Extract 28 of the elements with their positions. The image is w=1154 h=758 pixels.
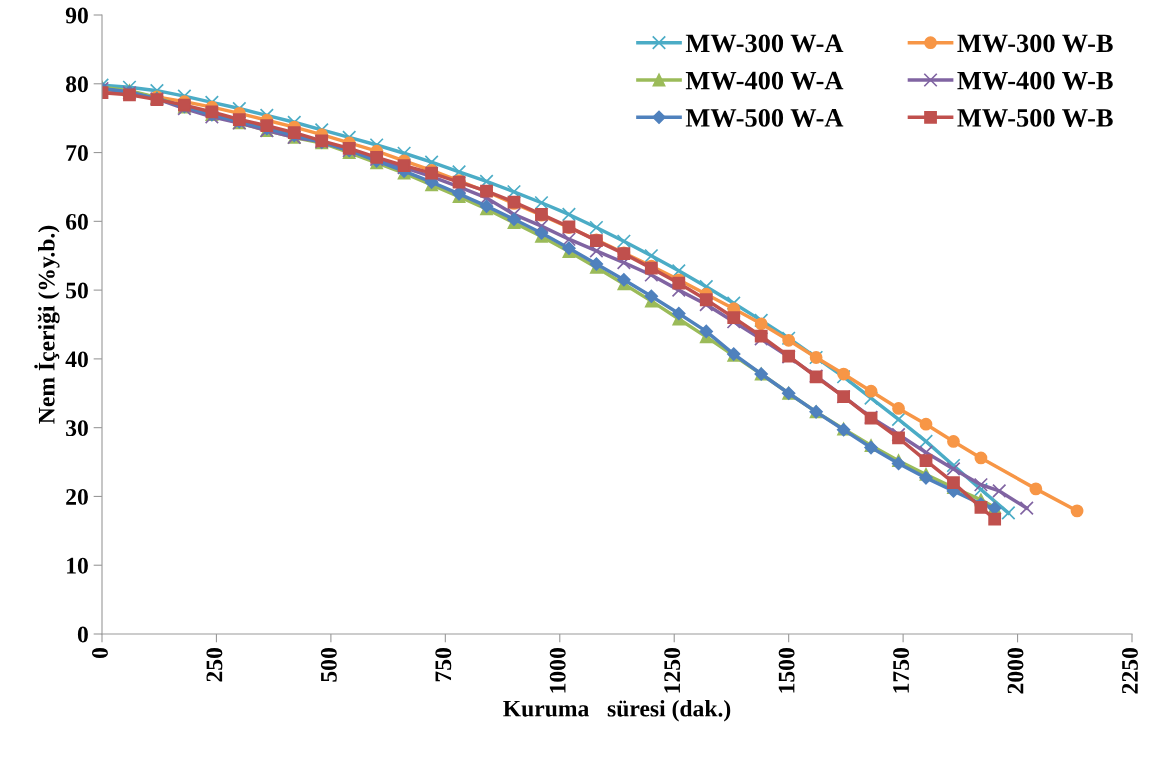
y-tick-label: 60 [66, 213, 88, 230]
x-tick-label: 1000 [549, 648, 566, 693]
x-tick-label: 2000 [1007, 648, 1024, 694]
y-tick-label: 10 [67, 557, 88, 574]
x-tick-label: 1250 [664, 648, 681, 693]
y-tick-label: 0 [77, 626, 88, 643]
legend-label: MW-400 W-B [957, 71, 1113, 90]
legend-label: MW-300 W-A [685, 34, 844, 53]
y-tick-label: 80 [65, 76, 88, 93]
x-tick-label: 0 [91, 648, 108, 659]
y-tick-label: 70 [66, 145, 88, 161]
x-tick-label: 750 [435, 648, 452, 682]
x-axis-title: Kuruma süresi (dak.) [503, 699, 731, 722]
legend-label: MW-300 W-B [957, 34, 1113, 53]
y-tick-label: 90 [65, 7, 88, 24]
x-tick-label: 250 [206, 648, 223, 682]
legend-label: MW-500 W-A [685, 108, 844, 127]
y-axis-title: Nem İçeriği (%y.b.) [34, 225, 60, 424]
x-tick-label: 1750 [893, 648, 910, 693]
x-tick-label: 2250 [1121, 648, 1138, 694]
y-tick-label: 30 [66, 420, 88, 437]
x-tick-label: 1500 [778, 648, 795, 693]
y-tick-label: 50 [66, 282, 88, 299]
legend-label: MW-500 W-B [957, 108, 1113, 127]
legend-label: MW-400 W-A [685, 71, 844, 90]
y-tick-label: 20 [66, 488, 88, 505]
x-tick-label: 500 [320, 648, 337, 682]
y-tick-label: 40 [65, 351, 88, 368]
